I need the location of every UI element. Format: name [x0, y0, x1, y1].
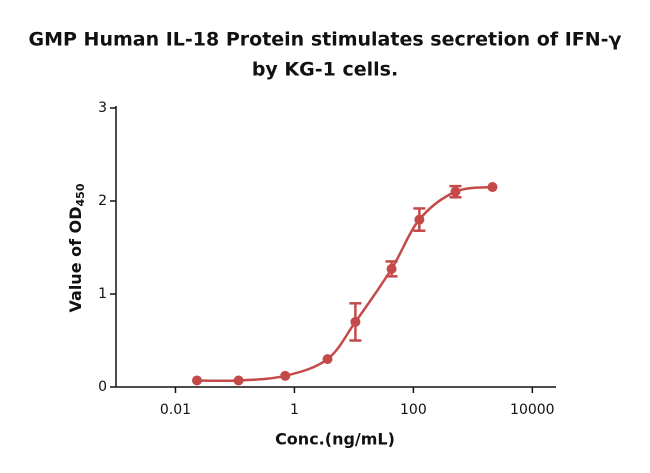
y-tick-label: 2 — [98, 193, 107, 209]
x-tick-label: 10000 — [510, 402, 555, 418]
x-axis-label: Conc.(ng/mL) — [275, 430, 395, 449]
data-point — [487, 182, 498, 193]
x-tick-label: 100 — [400, 402, 427, 418]
y-axis-label: Value of OD450 — [66, 183, 88, 312]
data-point — [233, 375, 244, 386]
y-tick-label: 0 — [98, 379, 107, 395]
data-point — [350, 316, 361, 327]
y-axis-label-main: Value of OD — [66, 206, 85, 312]
y-tick-label: 3 — [98, 100, 107, 116]
data-point — [191, 375, 202, 386]
data-point — [450, 186, 461, 197]
chart-title: by KG-1 cells. — [252, 59, 398, 81]
x-tick-label: 1 — [290, 402, 299, 418]
data-point — [386, 263, 397, 274]
x-tick-label: 0.01 — [160, 402, 191, 418]
data-point — [414, 214, 425, 225]
fit-curve — [196, 185, 493, 383]
data-point — [322, 354, 333, 365]
y-tick-label: 1 — [98, 286, 107, 302]
chart-title: GMP Human IL-18 Protein stimulates secre… — [29, 29, 622, 51]
data-point — [280, 370, 291, 381]
y-axis-label-subscript: 450 — [74, 183, 87, 206]
